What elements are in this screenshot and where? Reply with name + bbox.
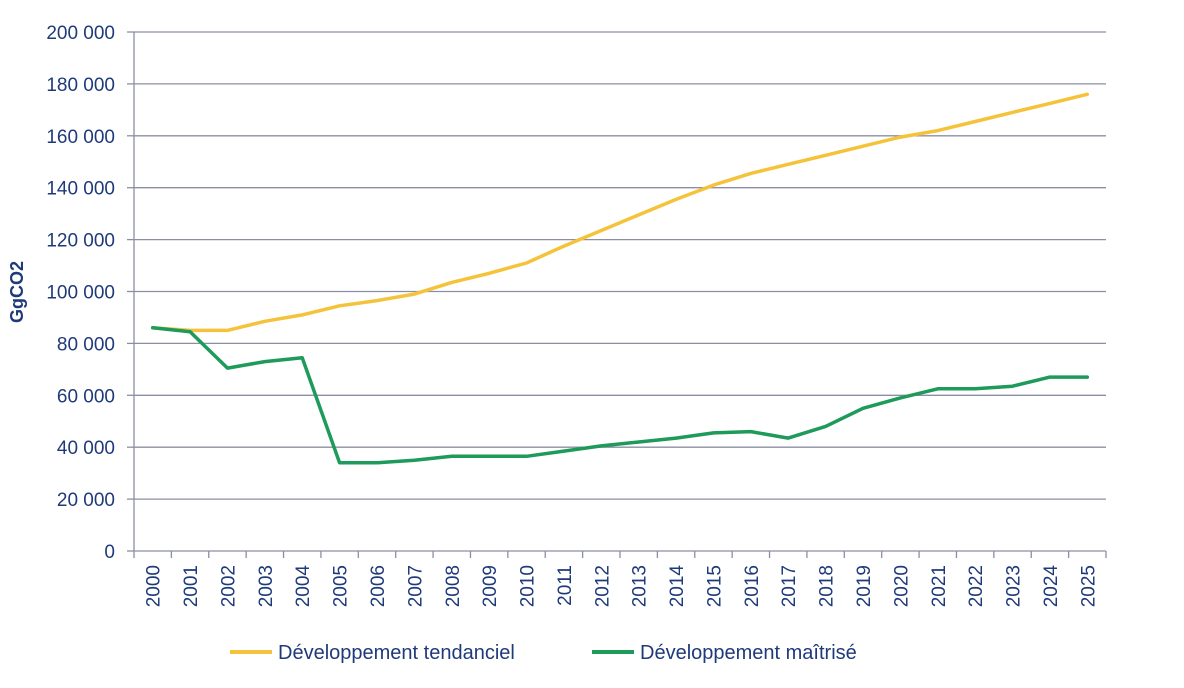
x-tick-label: 2021 bbox=[929, 565, 950, 607]
x-tick-label: 2004 bbox=[293, 565, 314, 608]
y-tick-label: 40 000 bbox=[57, 438, 115, 459]
legend-label: Développement tendanciel bbox=[278, 642, 515, 664]
series-line bbox=[150, 326, 1090, 465]
y-tick-label: 140 000 bbox=[46, 179, 115, 200]
x-tick-label: 2020 bbox=[891, 565, 912, 607]
x-tick-label: 2003 bbox=[256, 565, 277, 607]
y-tick-labels: 0 20 000 40 000 60 000 80 000 100 000 120 000 1… bbox=[46, 23, 115, 563]
y-tick-label: 20 000 bbox=[57, 490, 115, 511]
x-tick-label: 2017 bbox=[779, 565, 800, 607]
y-axis-label: GgCO2 bbox=[7, 261, 27, 323]
x-tick-label: 2000 bbox=[144, 565, 165, 607]
y-tick-label: 180 000 bbox=[46, 75, 115, 96]
x-tick-label: 2009 bbox=[480, 565, 501, 607]
x-tick-label: 2015 bbox=[704, 565, 725, 607]
x-tick-label: 2023 bbox=[1004, 565, 1025, 607]
x-tick-label: 2006 bbox=[368, 565, 389, 607]
x-tick-label: 2018 bbox=[817, 565, 838, 607]
series-line bbox=[150, 92, 1090, 333]
x-tick-labels: 2000 2001 2002 2003 2004 2005 2006 2007 2008 2009… bbox=[144, 565, 1100, 608]
y-tick-label: 0 bbox=[104, 542, 115, 563]
x-tick-label: 2014 bbox=[667, 565, 688, 608]
x-tick-label: 2011 bbox=[555, 565, 576, 606]
x-tick-label: 2008 bbox=[443, 565, 464, 607]
y-tick-label: 80 000 bbox=[57, 334, 115, 355]
x-tick-label: 2012 bbox=[592, 565, 613, 607]
y-tick-label: 60 000 bbox=[57, 386, 115, 407]
series-lines bbox=[150, 92, 1090, 465]
grid-lines bbox=[134, 31, 1106, 500]
x-tick-label: 2007 bbox=[405, 565, 426, 607]
x-tick-label: 2013 bbox=[630, 565, 651, 607]
axes bbox=[127, 31, 1107, 558]
x-tick-label: 2016 bbox=[742, 565, 763, 607]
x-tick-label: 2010 bbox=[518, 565, 539, 607]
legend: Développement tendanciel Développement ma… bbox=[230, 642, 857, 664]
x-tick-label: 2025 bbox=[1078, 565, 1099, 607]
x-tick-label: 2022 bbox=[966, 565, 987, 607]
x-tick-label: 2024 bbox=[1041, 565, 1062, 608]
x-tick-label: 2005 bbox=[331, 565, 352, 607]
legend-label: Développement maîtrisé bbox=[640, 642, 857, 664]
y-tick-label: 100 000 bbox=[46, 283, 115, 304]
x-tick-label: 2001 bbox=[181, 565, 202, 607]
y-tick-label: 200 000 bbox=[46, 23, 115, 44]
y-tick-label: 120 000 bbox=[46, 231, 115, 252]
x-tick-label: 2002 bbox=[218, 565, 239, 607]
y-tick-label: 160 000 bbox=[46, 127, 115, 148]
x-tick-label: 2019 bbox=[854, 565, 875, 607]
